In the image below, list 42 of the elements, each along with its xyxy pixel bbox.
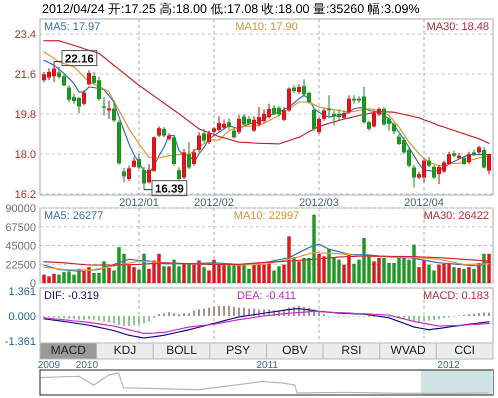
y-tick-label: 19.8: [14, 108, 36, 121]
x-tick-label: 2009: [38, 360, 60, 371]
annotation: MACD: [50, 343, 86, 357]
x-tick-label: 2010: [76, 360, 98, 371]
x-tick-label: 2012/04: [404, 197, 444, 209]
annotation: KDJ: [114, 343, 136, 357]
y-tick-label: 90000: [5, 203, 36, 215]
series-label: DEA: -0.411: [236, 290, 296, 302]
y-tick-label: 18.0: [14, 148, 36, 161]
y-tick-label: 1.361: [8, 286, 36, 298]
series-label: DIF: -0.319: [44, 290, 100, 302]
y-tick-label: 21.6: [14, 69, 36, 82]
annotation: PSY: [226, 343, 250, 357]
y-tick-label: 16.2: [14, 188, 36, 201]
annotation: 16.39: [144, 180, 188, 196]
text: MA10: 17.90: [235, 21, 298, 33]
chart-title: 2012/04/24 开:17.25 高:18.00 低:17.08 收:18.00 量:35260 幅:3.09%: [42, 1, 420, 16]
y-tick-label: -1.361: [4, 336, 36, 348]
annotation: WVAD: [390, 343, 426, 357]
text: MA10: 22997: [234, 210, 300, 222]
text: MA5: 17.97: [44, 21, 100, 33]
text: MA30: 18.48: [426, 21, 489, 33]
y-tick-label: 45000: [5, 240, 36, 252]
y-tick-label: 22500: [5, 259, 36, 272]
x-tick-label: 2012/03: [299, 197, 339, 209]
text: MA30: 26422: [424, 210, 489, 222]
annotation: 16.39: [155, 184, 184, 196]
x-tick-label: 2012: [437, 360, 460, 371]
annotation: BOLL: [166, 343, 198, 357]
y-tick-label: 67500: [5, 222, 36, 234]
text: MA5: 26277: [44, 210, 104, 222]
annotation: RSI: [341, 343, 362, 357]
annotation: CCI: [454, 343, 476, 357]
annotation: 22.16: [65, 54, 94, 66]
x-tick-label: 2012/02: [194, 197, 234, 209]
series-label: MACD: 0.183: [422, 290, 489, 302]
y-tick-label: 0.000: [8, 310, 36, 323]
x-tick-label: 2012/01: [119, 197, 159, 209]
x-tick-label: 2011: [256, 360, 278, 371]
y-tick-label: 23.4: [14, 29, 36, 42]
annotation: 22.16: [54, 50, 98, 66]
annotation: OBV: [282, 343, 308, 357]
